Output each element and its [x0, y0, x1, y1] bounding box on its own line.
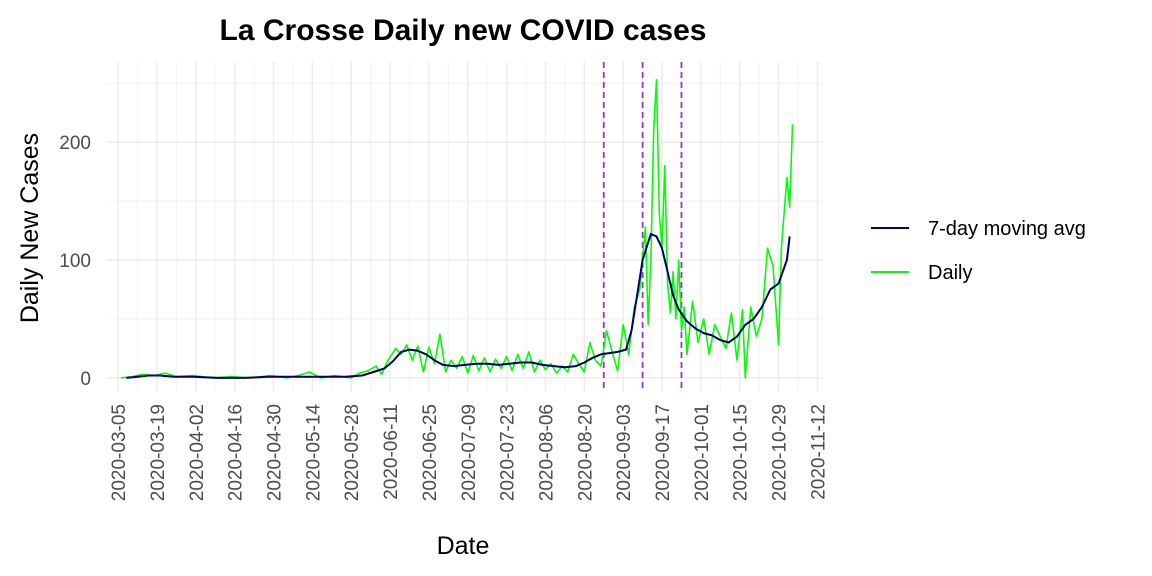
- legend-label: 7-day moving avg: [928, 218, 1086, 240]
- x-tick-label: 2020-05-14: [303, 404, 324, 502]
- x-tick-label: 2020-06-25: [420, 404, 441, 501]
- moving-average-series-line: [126, 233, 791, 379]
- x-tick-label: 2020-03-19: [148, 404, 169, 501]
- x-tick-label: 2020-07-09: [459, 404, 480, 501]
- legend: 7-day moving avg Daily: [871, 218, 1086, 284]
- reference-lines: [602, 62, 683, 392]
- y-tick-label: 0: [80, 369, 91, 390]
- x-tick-label: 2020-10-15: [731, 404, 752, 501]
- panel-grid: [107, 62, 823, 392]
- legend-label: Daily: [928, 262, 972, 284]
- x-tick-label: 2020-06-11: [381, 404, 402, 500]
- y-tick-label: 100: [59, 251, 91, 272]
- x-axis-ticks: 2020-03-05 2020-03-19 2020-04-02 2020-04-16…: [109, 404, 829, 502]
- x-tick-label: 2020-10-29: [770, 404, 791, 501]
- x-tick-label: 2020-08-20: [575, 404, 596, 501]
- x-tick-label: 2020-09-03: [614, 404, 635, 501]
- x-tick-label: 2020-04-30: [265, 404, 286, 501]
- x-tick-label: 2020-07-23: [498, 404, 519, 501]
- x-tick-label: 2020-05-28: [342, 404, 363, 501]
- x-tick-label: 2020-10-01: [692, 404, 713, 501]
- daily-series-line: [120, 78, 794, 379]
- x-tick-label: 2020-04-02: [187, 404, 208, 501]
- y-axis-ticks: 0 100 200: [59, 133, 91, 390]
- x-tick-label: 2020-03-05: [109, 404, 130, 501]
- x-tick-label: 2020-08-06: [536, 404, 557, 501]
- y-axis-title: Daily New Cases: [16, 133, 44, 323]
- x-tick-label: 2020-11-12: [808, 404, 829, 500]
- series-layer: [120, 78, 794, 379]
- x-tick-label: 2020-04-16: [226, 404, 247, 501]
- chart-title: La Crosse Daily new COVID cases: [220, 14, 707, 47]
- y-tick-label: 200: [59, 133, 91, 154]
- x-axis-title: Date: [437, 532, 490, 560]
- x-tick-label: 2020-09-17: [653, 404, 674, 501]
